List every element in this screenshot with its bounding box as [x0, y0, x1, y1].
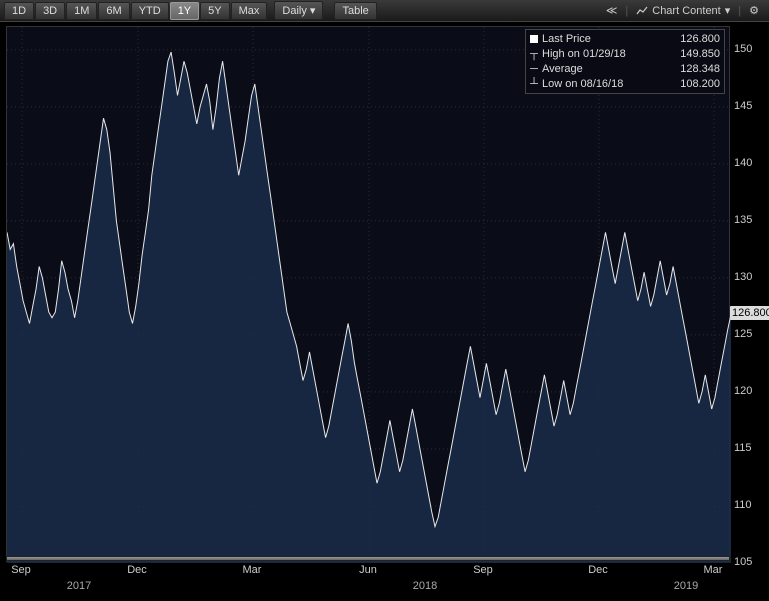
x-tick-year: 2019	[674, 580, 698, 592]
legend-box: Last Price 126.800 ┬ High on 01/29/18 14…	[525, 29, 725, 94]
y-tick-label: 115	[734, 442, 752, 454]
y-tick-label: 145	[734, 100, 752, 112]
legend-value: 149.850	[666, 47, 720, 62]
chart-content-button[interactable]: Chart Content ▾	[636, 4, 730, 17]
x-tick-month: Dec	[127, 564, 147, 576]
x-tick-month: Jun	[359, 564, 377, 576]
current-price-marker: 126.800	[730, 306, 769, 320]
y-tick-label: 105	[734, 556, 752, 568]
range-button-1m[interactable]: 1M	[66, 2, 97, 20]
x-axis: Sep Dec Mar Jun Sep Dec Mar 2017 2018 2019	[6, 562, 730, 600]
range-button-max[interactable]: Max	[231, 2, 268, 20]
range-button-1d[interactable]: 1D	[4, 2, 34, 20]
frequency-dropdown[interactable]: Daily ▾	[274, 1, 323, 20]
low-marker-icon: ┴	[530, 77, 538, 92]
y-tick-label: 140	[734, 157, 752, 169]
y-tick-label: 150	[734, 43, 752, 55]
legend-last-price: Last Price 126.800	[530, 32, 720, 47]
plot-region[interactable]: Last Price 126.800 ┬ High on 01/29/18 14…	[6, 26, 730, 562]
range-button-ytd[interactable]: YTD	[131, 2, 169, 20]
legend-label: Last Price	[542, 32, 662, 47]
range-button-6m[interactable]: 6M	[98, 2, 129, 20]
time-scrollbar-thumb[interactable]	[7, 557, 729, 560]
legend-label: High on 01/29/18	[542, 47, 662, 62]
legend-value: 108.200	[666, 77, 720, 92]
y-tick-label: 135	[734, 214, 752, 226]
y-tick-label: 120	[734, 385, 752, 397]
legend-label: Average	[542, 62, 662, 77]
y-axis: 105110115120125130135140145150126.800	[730, 26, 769, 562]
series-marker-icon	[530, 35, 538, 43]
legend-value: 128.348	[666, 62, 720, 77]
price-series	[7, 27, 731, 563]
chevron-down-icon: ▾	[310, 5, 316, 17]
x-tick-month: Mar	[704, 564, 723, 576]
frequency-label: Daily	[282, 5, 306, 17]
chart-content-label: Chart Content	[652, 5, 720, 17]
legend-low: ┴ Low on 08/16/18 108.200	[530, 77, 720, 92]
y-tick-label: 125	[734, 328, 752, 340]
toolbar-separator: |	[625, 5, 628, 17]
range-button-1y[interactable]: 1Y	[170, 2, 199, 20]
terminal-chart-window: { "toolbar": { "ranges": ["1D","3D","1M"…	[0, 0, 769, 601]
x-tick-month: Mar	[243, 564, 262, 576]
x-tick-month: Sep	[11, 564, 31, 576]
time-scrollbar-track[interactable]	[6, 556, 730, 561]
chevron-down-icon: ▾	[725, 4, 731, 17]
legend-average: ─ Average 128.348	[530, 62, 720, 77]
legend-label: Low on 08/16/18	[542, 77, 662, 92]
chart-area: Last Price 126.800 ┬ High on 01/29/18 14…	[0, 22, 769, 601]
avg-marker-icon: ─	[530, 62, 538, 77]
chart-icon	[636, 5, 648, 17]
table-button[interactable]: Table	[334, 2, 376, 20]
legend-high: ┬ High on 01/29/18 149.850	[530, 47, 720, 62]
range-button-5y[interactable]: 5Y	[200, 2, 229, 20]
legend-value: 126.800	[666, 32, 720, 47]
y-tick-label: 110	[734, 499, 752, 511]
range-button-group: 1D3D1M6MYTD1Y5YMax	[4, 5, 268, 17]
toolbar-separator: |	[738, 5, 741, 17]
x-tick-month: Dec	[588, 564, 608, 576]
x-tick-year: 2018	[413, 580, 437, 592]
x-tick-month: Sep	[473, 564, 493, 576]
range-button-3d[interactable]: 3D	[35, 2, 65, 20]
gear-icon[interactable]: ⚙	[749, 4, 759, 17]
y-tick-label: 130	[734, 271, 752, 283]
collapse-left-icon[interactable]: ≪	[606, 4, 618, 17]
x-tick-year: 2017	[67, 580, 91, 592]
high-marker-icon: ┬	[530, 47, 538, 62]
chart-toolbar: 1D3D1M6MYTD1Y5YMax Daily ▾ Table ≪ | Cha…	[0, 0, 769, 22]
